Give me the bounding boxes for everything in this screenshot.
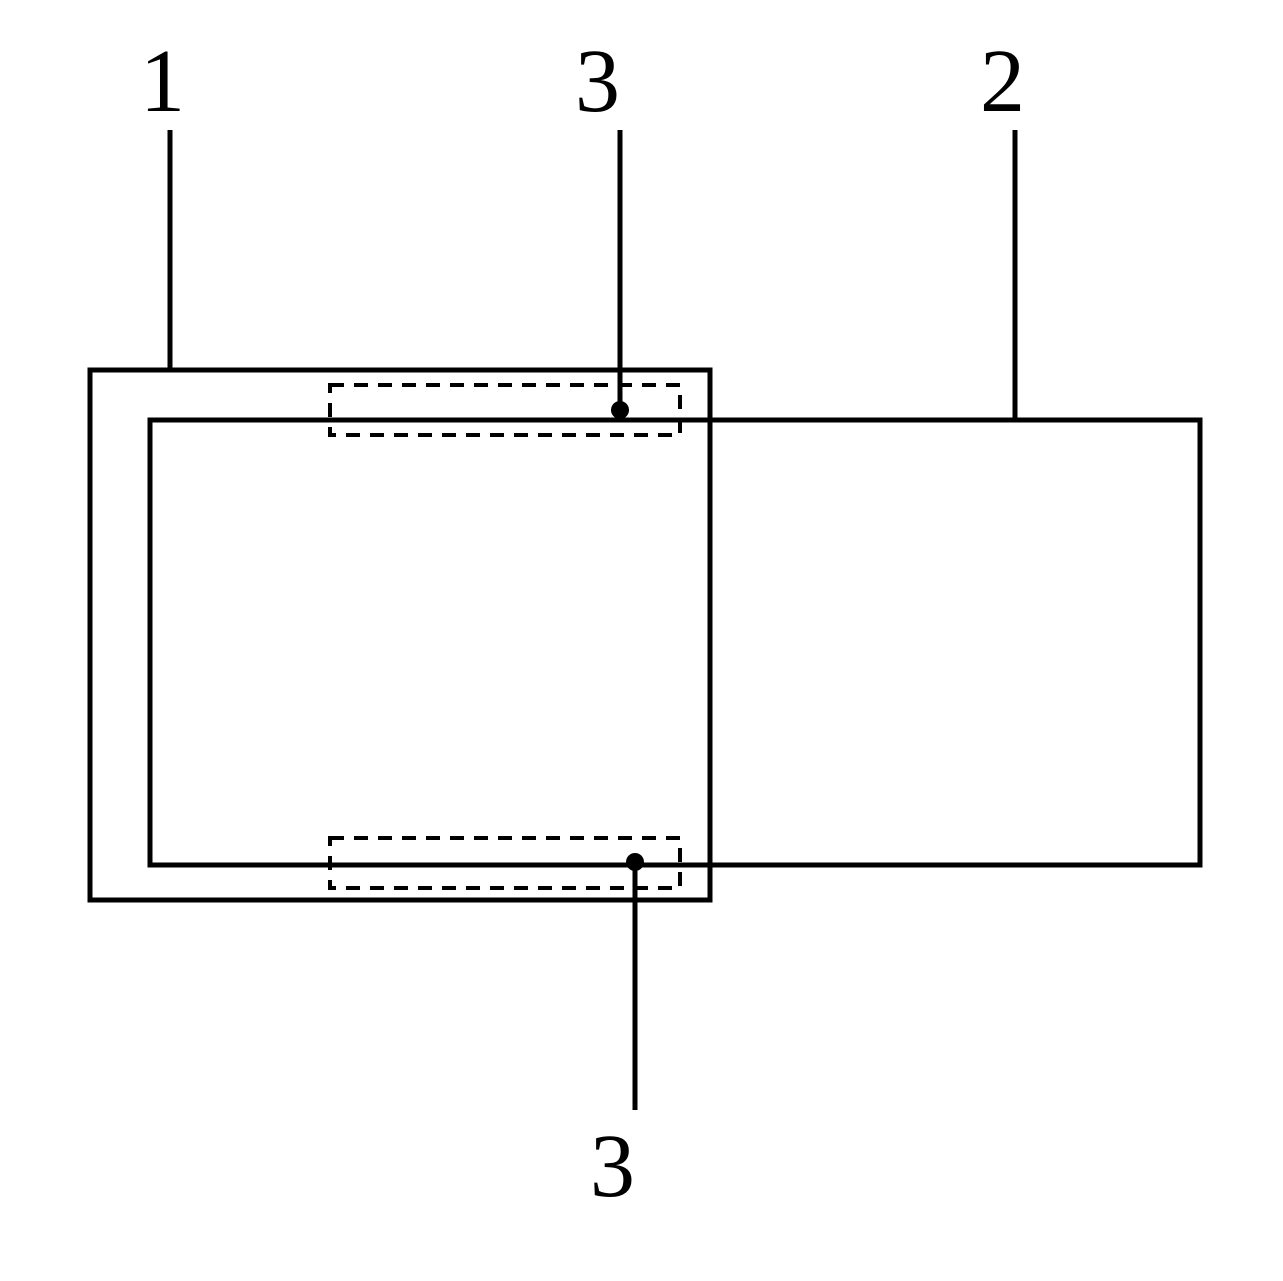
label-3-bottom: 3 bbox=[590, 1115, 635, 1218]
rect-right bbox=[150, 420, 1200, 865]
rect-left bbox=[90, 370, 710, 900]
label-3-top: 3 bbox=[575, 30, 620, 133]
diagram-svg bbox=[0, 0, 1283, 1281]
diagram-container: 1 3 2 3 bbox=[0, 0, 1283, 1281]
label-2: 2 bbox=[980, 30, 1025, 133]
label-1: 1 bbox=[140, 30, 185, 133]
